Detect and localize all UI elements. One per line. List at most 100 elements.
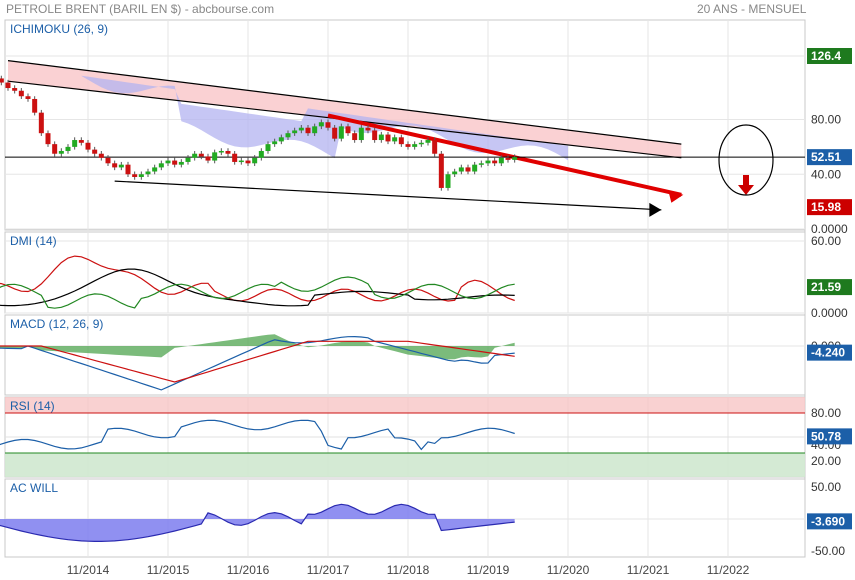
value-badge-bg <box>807 149 852 166</box>
candle-body <box>438 153 444 188</box>
candle-body <box>218 150 224 153</box>
panel-label-ac: AC WILL <box>10 481 58 495</box>
candle-body <box>78 140 84 143</box>
annotation-circle <box>718 124 774 196</box>
y-tick-label: 60.00 <box>811 234 841 248</box>
y-tick-label: 80.00 <box>811 113 841 127</box>
candle-body <box>465 167 471 172</box>
candle-body <box>378 134 384 141</box>
x-tick-label: 11/2016 <box>227 563 270 577</box>
candle-body <box>405 144 411 147</box>
acwill-line <box>0 503 515 542</box>
candle-body <box>512 157 518 160</box>
value-badge-bg <box>807 48 852 64</box>
candle-body <box>258 150 264 158</box>
x-tick-label: 11/2014 <box>67 563 110 577</box>
x-tick-label: 11/2018 <box>387 563 430 577</box>
candle-body <box>145 171 151 175</box>
trendline <box>327 113 682 197</box>
candle-body <box>198 153 204 157</box>
candle-body <box>138 174 144 177</box>
candle-body <box>105 157 111 164</box>
candle-body <box>412 144 418 147</box>
candle-body <box>85 142 91 150</box>
candle-body <box>318 122 324 127</box>
value-badge: 126.4 <box>811 49 841 63</box>
candle-body <box>458 167 464 172</box>
trendline <box>7 60 682 145</box>
x-tick-label: 11/2017 <box>307 563 350 577</box>
candle-body <box>492 160 498 164</box>
candle-body <box>152 167 158 172</box>
candle-body <box>272 141 278 145</box>
candle-body <box>58 150 64 154</box>
ichimoku-cloud <box>81 75 568 161</box>
panel-label-price: ICHIMOKU (26, 9) <box>10 22 108 36</box>
y-tick-label: 0.0000 <box>811 306 848 320</box>
value-badge: 21.59 <box>811 280 841 294</box>
candle-body <box>285 133 291 138</box>
x-tick-label: 11/2015 <box>147 563 190 577</box>
candle-body <box>425 140 431 143</box>
value-badge: -3.690 <box>811 514 845 528</box>
candle-body <box>32 98 38 113</box>
candle-body <box>445 174 451 188</box>
candle-body <box>372 130 378 141</box>
y-tick-label: 20.00 <box>811 454 841 468</box>
value-badge-bg <box>807 344 852 361</box>
candle-body <box>398 137 404 145</box>
rsi-oversold-zone <box>5 453 805 477</box>
candle-body <box>5 82 11 89</box>
value-badge: 50.78 <box>811 429 841 443</box>
trend-channel-fill <box>8 60 682 158</box>
candle-body <box>38 112 44 134</box>
value-badge-bg <box>807 199 852 216</box>
candle-body <box>332 127 338 139</box>
chart-header-period: 20 ANS - MENSUEL <box>697 2 807 16</box>
candle-body <box>18 90 24 97</box>
candle-body <box>245 160 251 164</box>
macd-line <box>0 335 515 391</box>
candle-body <box>265 144 271 151</box>
value-badge: -4.240 <box>811 346 845 360</box>
panel-label-macd: MACD (12, 26, 9) <box>10 317 103 331</box>
y-tick-label: 50.00 <box>811 480 841 494</box>
acwill-area <box>0 504 515 542</box>
candle-body <box>72 140 78 147</box>
candle-body <box>312 126 318 134</box>
candle-body <box>192 153 198 158</box>
candle-body <box>165 160 171 164</box>
x-tick-label: 11/2019 <box>467 563 510 577</box>
candle-body <box>478 163 484 165</box>
candle-body <box>385 134 391 142</box>
value-badge: 52.51 <box>811 150 841 164</box>
candle-body <box>25 96 31 99</box>
rsi-overbought-zone <box>5 397 805 413</box>
trendline <box>114 180 662 211</box>
red-arrow-head <box>668 190 684 203</box>
value-badge-bg <box>807 428 852 445</box>
x-tick-label: 11/2020 <box>547 563 590 577</box>
y-tick-label: 80.00 <box>811 406 841 420</box>
candle-body <box>158 163 164 168</box>
candle-body <box>118 164 124 168</box>
candle-body <box>472 164 478 172</box>
candle-body <box>418 142 424 145</box>
candle-body <box>12 88 18 91</box>
candle-body <box>505 157 511 160</box>
candle-body <box>132 174 138 177</box>
candle-body <box>205 156 211 161</box>
candle-body <box>345 126 351 134</box>
candle-body <box>112 163 118 168</box>
candle-body <box>238 160 244 163</box>
candle-body <box>358 127 364 141</box>
macd-histogram <box>0 334 515 360</box>
candle-body <box>45 133 51 145</box>
candle-body <box>485 160 491 164</box>
candle-body <box>298 127 304 131</box>
down-arrow-head <box>738 185 754 195</box>
candle-body <box>65 146 71 151</box>
candle-body <box>305 127 311 134</box>
x-tick-label: 11/2021 <box>627 563 670 577</box>
